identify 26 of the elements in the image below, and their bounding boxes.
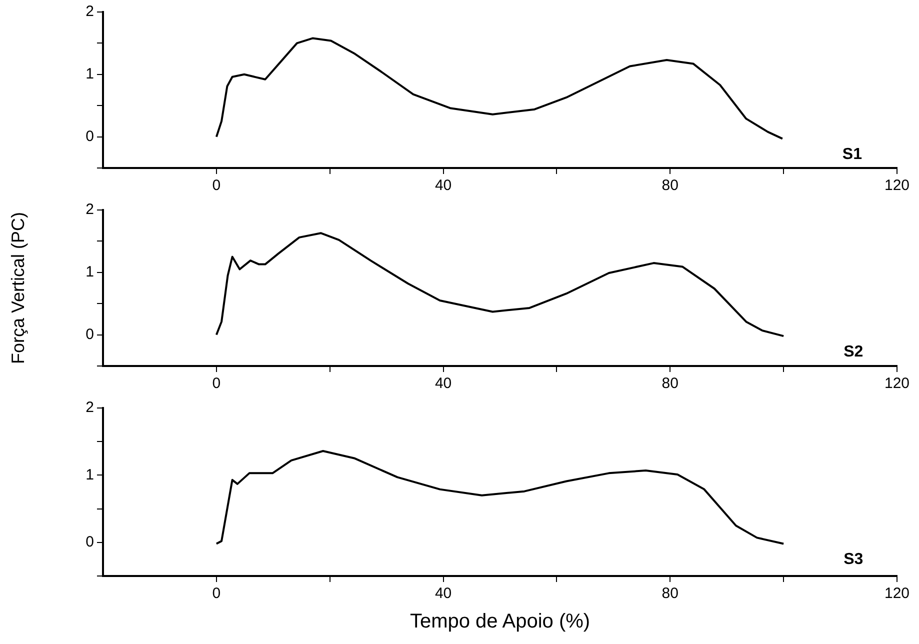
x-tick-label: 40 [434, 177, 452, 194]
x-tick-label: 80 [662, 375, 678, 392]
y-tick-label: 0 [86, 326, 94, 343]
x-tick-label: 80 [662, 177, 678, 194]
y-axis-title: Força Vertical (PC) [8, 212, 28, 364]
x-tick-label: 40 [434, 375, 452, 392]
y-tick-label: 0 [86, 128, 94, 145]
y-tick-label: 2 [86, 201, 94, 218]
x-tick-label: 0 [212, 177, 221, 194]
x-tick-label: 0 [212, 375, 221, 392]
x-tick-label: 120 [884, 177, 910, 194]
y-tick-label: 1 [86, 264, 94, 281]
y-tick-label: 1 [86, 466, 94, 484]
y-tick-label: 2 [86, 3, 94, 20]
y-tick-label: 1 [86, 66, 94, 83]
y-tick-label: 0 [86, 534, 94, 551]
text: S3 [844, 551, 864, 568]
text: S2 [844, 343, 864, 360]
x-axis-title: Tempo de Apoio (%) [410, 610, 590, 633]
x-tick-label: 0 [212, 585, 221, 602]
x-tick-label: 120 [884, 585, 910, 602]
x-tick-label: 80 [662, 585, 678, 602]
x-tick-label: 40 [434, 585, 452, 602]
text: S1 [842, 146, 862, 164]
x-tick-label: 120 [884, 375, 910, 392]
y-tick-label: 2 [86, 399, 94, 416]
